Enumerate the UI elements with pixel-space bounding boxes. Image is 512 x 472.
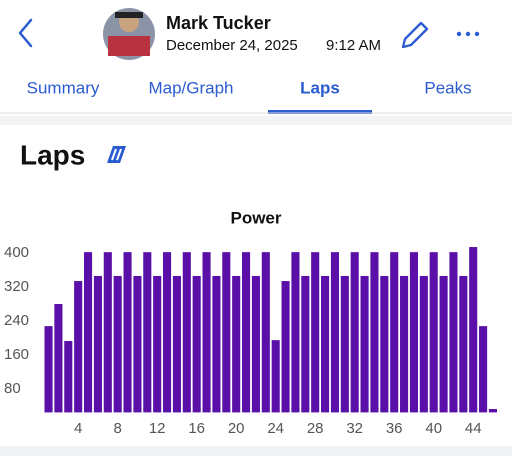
bar (232, 275, 241, 413)
bar (429, 252, 438, 413)
back-button[interactable] (18, 18, 33, 48)
bar (123, 252, 132, 413)
bar (311, 252, 320, 413)
bar (330, 252, 339, 413)
bar (261, 252, 270, 413)
tab[interactable]: Peaks (424, 78, 471, 97)
bar (340, 275, 349, 413)
user-name: Mark Tucker (166, 13, 271, 33)
bar (271, 340, 280, 413)
bar (202, 252, 211, 413)
bar (182, 252, 191, 413)
bar (321, 275, 330, 413)
bar (281, 281, 290, 413)
bar (83, 252, 93, 413)
x-tick-label: 44 (465, 420, 482, 437)
bar (469, 247, 478, 413)
bar (409, 252, 419, 413)
bar (103, 252, 112, 413)
bar (93, 275, 102, 413)
bar (301, 275, 310, 413)
y-tick-label: 160 (4, 346, 29, 363)
active-tab-indicator (268, 110, 372, 114)
bar (380, 275, 389, 413)
tab[interactable]: Laps (300, 78, 340, 97)
activity-time: 9:12 AM (326, 37, 381, 54)
y-tick-label: 80 (4, 380, 21, 397)
bar (291, 252, 300, 413)
bar (212, 275, 221, 413)
x-tick-label: 32 (346, 420, 363, 437)
bar (370, 252, 379, 413)
bar (222, 252, 231, 413)
bar (163, 252, 172, 413)
x-tick-label: 24 (267, 420, 284, 437)
section-title: Laps (20, 139, 85, 170)
y-tick-label: 240 (4, 312, 29, 329)
bar (419, 275, 428, 413)
avatar (103, 8, 155, 60)
bar (360, 275, 369, 413)
tab-bar: Summary Map/Graph Laps Peaks (27, 78, 472, 114)
y-tick-label: 400 (4, 244, 29, 261)
bar (479, 326, 488, 413)
tab[interactable]: Map/Graph (148, 78, 233, 97)
bar (350, 252, 359, 413)
bar (488, 408, 498, 413)
edit-button[interactable] (401, 21, 429, 49)
x-tick-label: 36 (386, 420, 403, 437)
bar (390, 252, 399, 413)
bar (439, 275, 448, 413)
x-tick-label: 28 (307, 420, 324, 437)
x-tick-label: 20 (228, 420, 245, 437)
tab[interactable]: Summary (27, 78, 100, 97)
bar (172, 275, 181, 413)
x-tick-label: 4 (74, 420, 82, 437)
bar (449, 252, 458, 413)
more-button[interactable] (456, 31, 480, 37)
bar (74, 281, 83, 413)
chart-title: Power (230, 208, 281, 227)
x-tick-label: 16 (188, 420, 205, 437)
bar (400, 275, 409, 413)
bar (113, 275, 122, 413)
bar (242, 252, 251, 413)
bar (64, 340, 73, 413)
bar (44, 326, 53, 413)
bar (143, 252, 152, 413)
bar (54, 304, 63, 413)
activity-date: December 24, 2025 (166, 37, 298, 54)
bar (459, 275, 468, 413)
x-tick-label: 40 (425, 420, 442, 437)
bar (153, 275, 162, 413)
spacer (0, 446, 512, 456)
y-tick-label: 320 (4, 278, 29, 295)
power-chart: Power 80 160 240 320 400 4 8 12 16 20 24 28 32 36 40 44 (4, 208, 498, 437)
bar (251, 275, 260, 413)
x-tick-label: 12 (149, 420, 166, 437)
spacer (0, 116, 512, 125)
x-tick-label: 8 (113, 420, 121, 437)
bar (133, 275, 142, 413)
strava-icon (107, 146, 126, 163)
bar (192, 275, 201, 413)
